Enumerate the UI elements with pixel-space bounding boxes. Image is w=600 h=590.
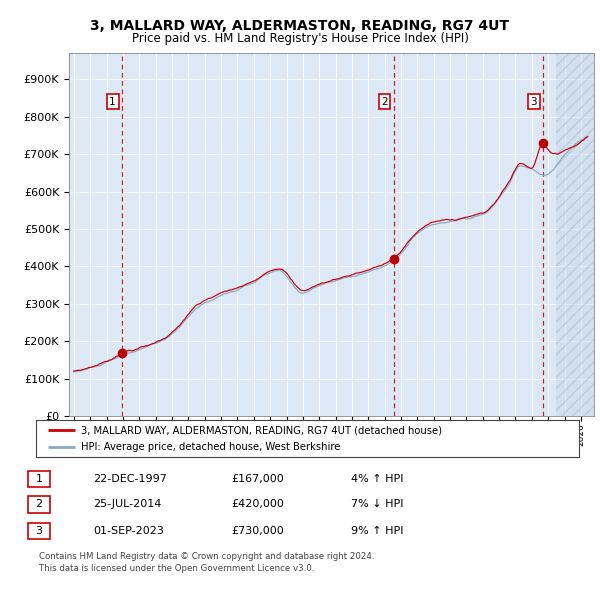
Text: Price paid vs. HM Land Registry's House Price Index (HPI): Price paid vs. HM Land Registry's House … xyxy=(131,32,469,45)
Text: This data is licensed under the Open Government Licence v3.0.: This data is licensed under the Open Gov… xyxy=(39,564,314,573)
Text: 3: 3 xyxy=(530,97,537,107)
Text: Contains HM Land Registry data © Crown copyright and database right 2024.: Contains HM Land Registry data © Crown c… xyxy=(39,552,374,562)
Text: 1: 1 xyxy=(109,97,116,107)
Text: £730,000: £730,000 xyxy=(231,526,284,536)
Text: 22-DEC-1997: 22-DEC-1997 xyxy=(93,474,167,484)
Text: £420,000: £420,000 xyxy=(231,500,284,509)
Text: 9% ↑ HPI: 9% ↑ HPI xyxy=(351,526,404,536)
Text: 3: 3 xyxy=(35,526,43,536)
Text: 2: 2 xyxy=(35,500,43,509)
Text: 3, MALLARD WAY, ALDERMASTON, READING, RG7 4UT: 3, MALLARD WAY, ALDERMASTON, READING, RG… xyxy=(91,19,509,33)
Text: 1: 1 xyxy=(35,474,43,484)
Text: 2: 2 xyxy=(381,97,388,107)
Text: 25-JUL-2014: 25-JUL-2014 xyxy=(93,500,161,509)
Text: HPI: Average price, detached house, West Berkshire: HPI: Average price, detached house, West… xyxy=(80,442,340,452)
Text: 01-SEP-2023: 01-SEP-2023 xyxy=(93,526,164,536)
Text: £167,000: £167,000 xyxy=(231,474,284,484)
Text: 7% ↓ HPI: 7% ↓ HPI xyxy=(351,500,404,509)
Text: 3, MALLARD WAY, ALDERMASTON, READING, RG7 4UT (detached house): 3, MALLARD WAY, ALDERMASTON, READING, RG… xyxy=(80,425,442,435)
Text: 4% ↑ HPI: 4% ↑ HPI xyxy=(351,474,404,484)
